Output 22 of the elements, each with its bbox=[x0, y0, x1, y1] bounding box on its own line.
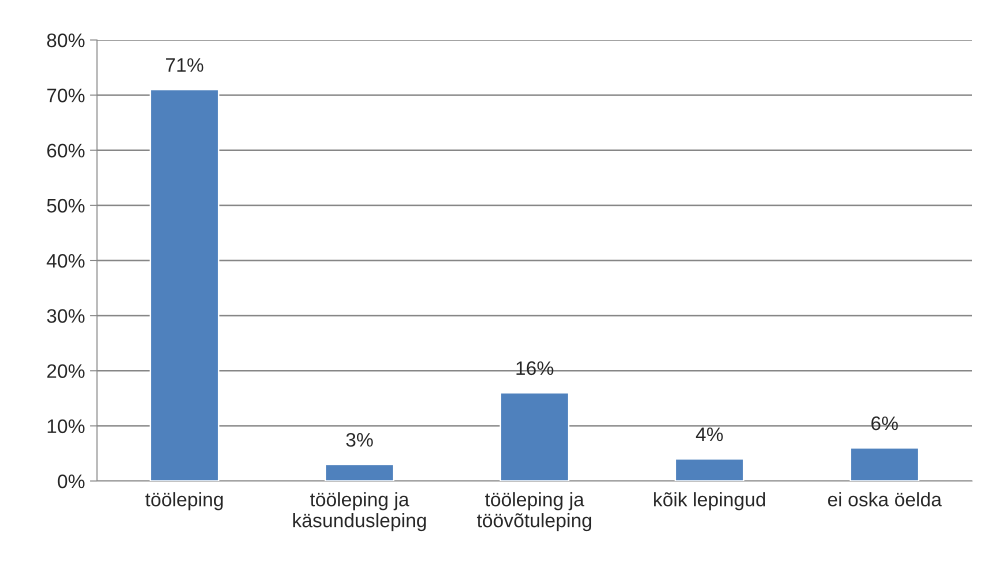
y-tick-label: 30% bbox=[47, 309, 85, 323]
x-tick-label: tööleping ja käsundusleping bbox=[293, 492, 426, 532]
bar bbox=[674, 458, 744, 481]
data-label: 4% bbox=[696, 428, 723, 442]
y-tick-label: 60% bbox=[47, 144, 85, 158]
y-tick-label: 20% bbox=[47, 364, 85, 378]
y-tick-label: 50% bbox=[47, 198, 85, 213]
x-tick-label: tööleping bbox=[145, 492, 223, 510]
x-tick-label: ei oska öelda bbox=[828, 492, 942, 506]
y-tick-label: 40% bbox=[46, 254, 85, 268]
y-tick-label: 0% bbox=[58, 474, 85, 488]
y-tick-label: 80% bbox=[47, 33, 85, 48]
data-label: 71% bbox=[166, 58, 204, 72]
y-tick-label: 70% bbox=[47, 88, 85, 102]
y-tick-label: 10% bbox=[48, 419, 85, 434]
data-label: 3% bbox=[346, 432, 373, 447]
x-tick-label: tööleping ja töövõtuleping bbox=[476, 492, 592, 532]
bar bbox=[324, 464, 394, 481]
bar bbox=[850, 447, 920, 481]
bar bbox=[500, 392, 570, 481]
bar bbox=[150, 88, 220, 481]
x-tick-label: kõik lepingud bbox=[654, 492, 766, 510]
